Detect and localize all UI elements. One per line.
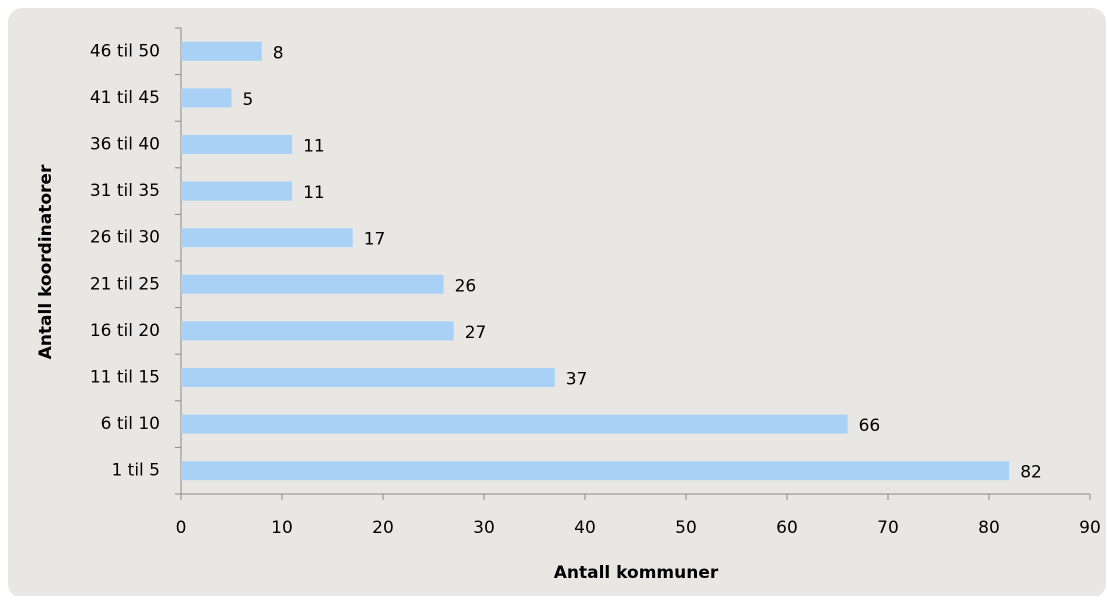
bar bbox=[181, 41, 262, 61]
y-tick-label: 16 til 20 bbox=[90, 321, 160, 341]
data-label: 26 bbox=[455, 276, 477, 296]
x-axis-title: Antall kommuner bbox=[554, 563, 719, 583]
bar bbox=[181, 274, 444, 294]
data-label: 82 bbox=[1020, 463, 1042, 483]
y-tick-label: 26 til 30 bbox=[90, 228, 160, 248]
y-tick-label: 31 til 35 bbox=[90, 181, 160, 201]
x-tick-label: 70 bbox=[877, 518, 899, 538]
bar bbox=[181, 368, 555, 387]
chart-background bbox=[8, 8, 1106, 598]
y-tick-label: 41 til 45 bbox=[90, 88, 160, 108]
x-tick-label: 0 bbox=[176, 518, 187, 538]
y-tick-label: 1 til 5 bbox=[111, 461, 160, 481]
data-label: 5 bbox=[243, 90, 254, 110]
y-tick-label: 36 til 40 bbox=[90, 135, 160, 155]
data-label: 11 bbox=[303, 183, 325, 203]
x-tick-label: 10 bbox=[271, 518, 293, 538]
y-tick-label: 6 til 10 bbox=[101, 414, 160, 434]
bar bbox=[181, 414, 848, 434]
x-tick-label: 40 bbox=[574, 518, 596, 538]
data-label: 17 bbox=[364, 230, 386, 250]
x-tick-label: 90 bbox=[1079, 518, 1101, 538]
y-tick-label: 11 til 15 bbox=[90, 368, 160, 388]
x-tick-label: 30 bbox=[473, 518, 495, 538]
x-tick-label: 50 bbox=[675, 518, 697, 538]
bar bbox=[181, 181, 293, 201]
bar bbox=[181, 461, 1010, 481]
bar bbox=[181, 228, 353, 248]
data-label: 8 bbox=[273, 43, 284, 63]
data-label: 37 bbox=[566, 370, 588, 390]
data-label: 11 bbox=[303, 137, 325, 157]
x-tick-label: 80 bbox=[978, 518, 1000, 538]
y-axis-title: Antall koordinatorer bbox=[36, 164, 56, 359]
bar bbox=[181, 321, 454, 341]
bar bbox=[181, 88, 232, 108]
x-tick-label: 20 bbox=[372, 518, 394, 538]
bar bbox=[181, 135, 293, 154]
y-tick-label: 46 til 50 bbox=[90, 41, 160, 61]
x-tick-label: 60 bbox=[776, 518, 798, 538]
data-label: 27 bbox=[465, 323, 487, 343]
data-label: 66 bbox=[859, 416, 881, 436]
y-tick-label: 21 til 25 bbox=[90, 274, 160, 294]
